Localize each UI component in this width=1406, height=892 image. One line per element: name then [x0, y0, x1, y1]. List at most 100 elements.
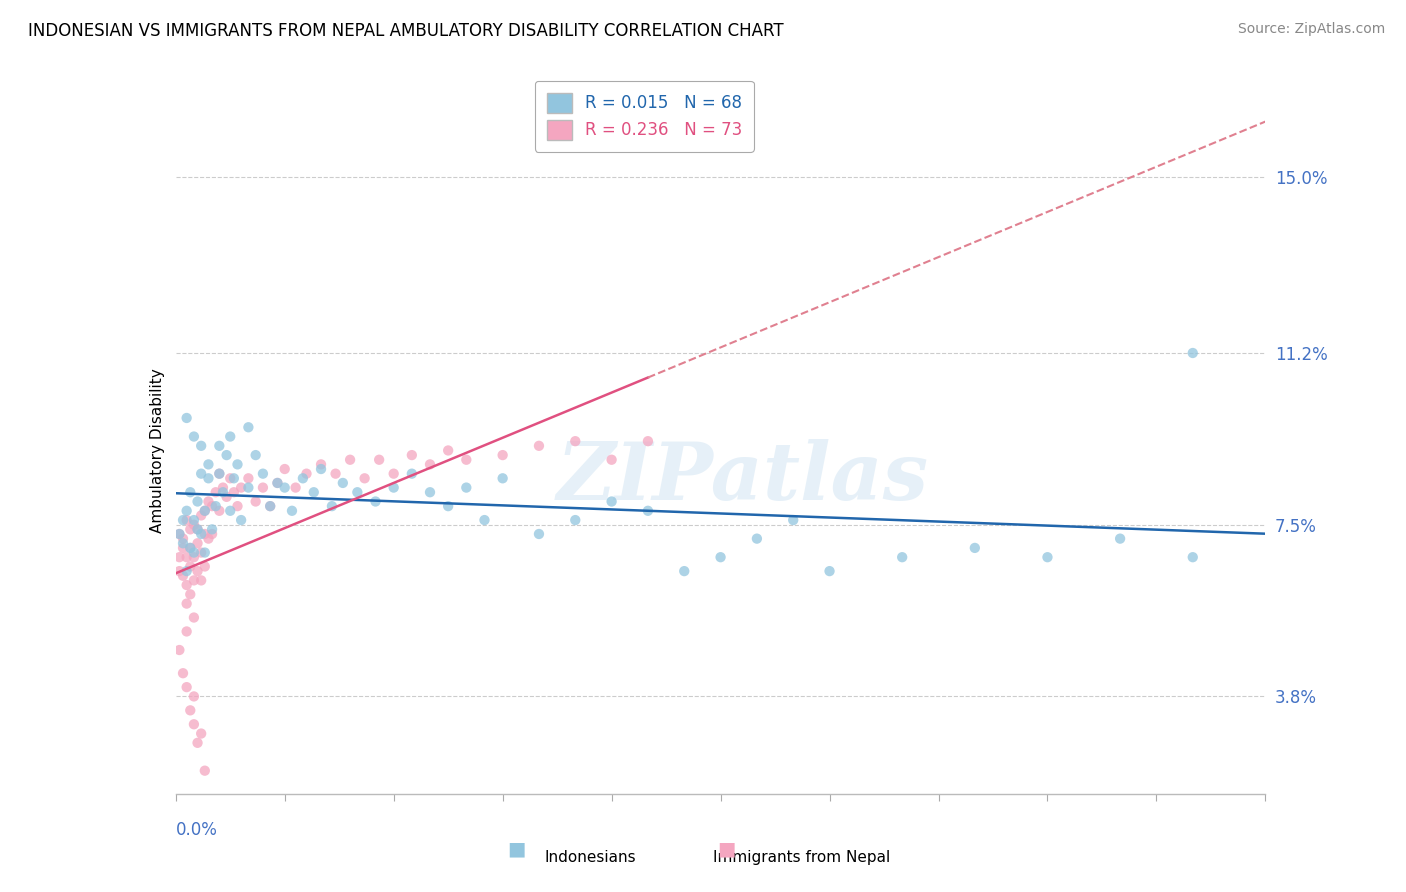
Text: INDONESIAN VS IMMIGRANTS FROM NEPAL AMBULATORY DISABILITY CORRELATION CHART: INDONESIAN VS IMMIGRANTS FROM NEPAL AMBU…: [28, 22, 783, 40]
Point: [190, 574, 212, 588]
Point: [183, 574, 205, 588]
Point: [238, 481, 260, 495]
Text: Source: ZipAtlas.com: Source: ZipAtlas.com: [1237, 22, 1385, 37]
Point: [212, 485, 235, 500]
Point: [194, 504, 217, 518]
Point: [321, 499, 343, 513]
Point: [309, 458, 332, 472]
Point: [745, 532, 768, 546]
Point: [176, 624, 198, 639]
Point: [266, 475, 288, 490]
Point: [325, 467, 347, 481]
Text: ■: ■: [506, 839, 526, 858]
Point: [252, 481, 274, 495]
Point: [1181, 550, 1204, 565]
Point: [179, 485, 201, 500]
Point: [179, 587, 201, 601]
Point: [176, 411, 198, 425]
Point: [183, 610, 205, 624]
Point: [179, 703, 201, 717]
Point: [456, 481, 478, 495]
Point: [194, 545, 217, 559]
Point: [219, 429, 242, 443]
Point: [197, 458, 219, 472]
Point: [401, 467, 423, 481]
Point: [204, 485, 226, 500]
Point: [437, 443, 460, 458]
Point: [252, 467, 274, 481]
Point: [186, 564, 209, 578]
Point: [190, 508, 212, 523]
Point: [332, 475, 354, 490]
Point: [194, 504, 217, 518]
Point: [201, 522, 224, 536]
Point: [456, 452, 478, 467]
Point: [183, 717, 205, 731]
Legend: R = 0.015   N = 68, R = 0.236   N = 73: R = 0.015 N = 68, R = 0.236 N = 73: [534, 81, 754, 152]
Point: [179, 559, 201, 574]
Text: ZIPatlas: ZIPatlas: [557, 439, 928, 516]
Point: [172, 666, 194, 681]
Point: [201, 499, 224, 513]
Point: [339, 452, 361, 467]
Point: [183, 513, 205, 527]
Point: [437, 499, 460, 513]
Point: [172, 532, 194, 546]
Point: [169, 564, 191, 578]
Point: [172, 541, 194, 555]
Point: [238, 471, 260, 485]
Point: [291, 471, 314, 485]
Point: [245, 494, 267, 508]
Point: [201, 527, 224, 541]
Point: [183, 690, 205, 704]
Point: [600, 452, 623, 467]
Point: [197, 494, 219, 508]
Point: [208, 439, 231, 453]
Text: ■: ■: [717, 839, 737, 858]
Text: 0.0%: 0.0%: [176, 822, 218, 839]
Point: [215, 490, 238, 504]
Point: [208, 467, 231, 481]
Y-axis label: Ambulatory Disability: Ambulatory Disability: [149, 368, 165, 533]
Point: [419, 458, 441, 472]
Point: [1109, 532, 1132, 546]
Point: [266, 475, 288, 490]
Point: [259, 499, 281, 513]
Point: [190, 467, 212, 481]
Point: [179, 541, 201, 555]
Point: [169, 643, 191, 657]
Point: [186, 736, 209, 750]
Point: [401, 448, 423, 462]
Point: [274, 481, 297, 495]
Point: [492, 471, 515, 485]
Point: [172, 536, 194, 550]
Point: [204, 499, 226, 513]
Point: [179, 522, 201, 536]
Point: [564, 513, 586, 527]
Point: [197, 471, 219, 485]
Point: [176, 597, 198, 611]
Point: [259, 499, 281, 513]
Point: [183, 429, 205, 443]
Text: Indonesians: Indonesians: [544, 850, 637, 865]
Point: [368, 452, 391, 467]
Point: [190, 439, 212, 453]
Point: [1181, 346, 1204, 360]
Point: [818, 564, 841, 578]
Point: [419, 485, 441, 500]
Point: [179, 541, 201, 555]
Point: [183, 550, 205, 565]
Point: [673, 564, 696, 578]
Point: [527, 527, 550, 541]
Point: [219, 471, 242, 485]
Point: [637, 504, 659, 518]
Point: [364, 494, 387, 508]
Point: [190, 545, 212, 559]
Point: [226, 499, 249, 513]
Point: [183, 545, 205, 559]
Point: [963, 541, 986, 555]
Point: [245, 448, 267, 462]
Point: [194, 764, 217, 778]
Point: [231, 481, 253, 495]
Point: [186, 536, 209, 550]
